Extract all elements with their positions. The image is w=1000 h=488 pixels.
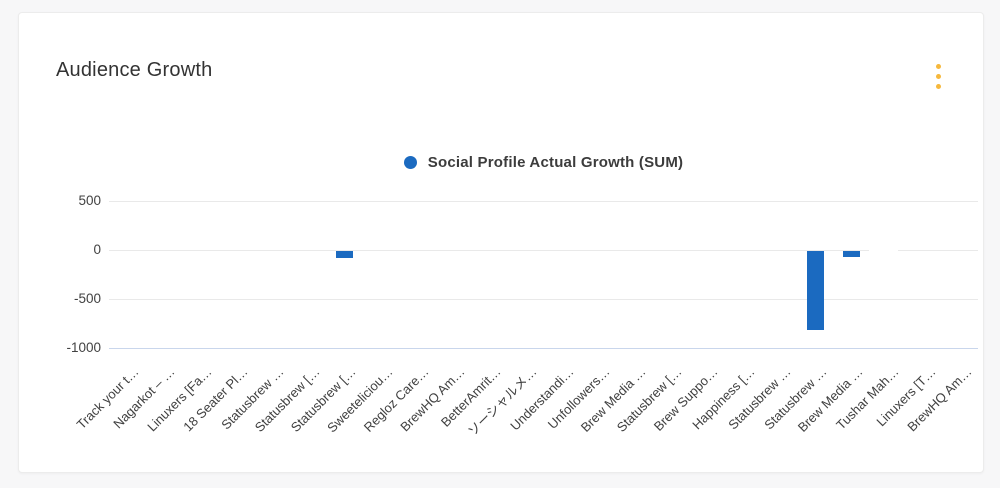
audience-growth-card: Audience Growth Social Profile Actual Gr…: [18, 12, 984, 473]
y-axis-tick-label: 0: [93, 242, 101, 257]
kebab-menu-icon[interactable]: [926, 59, 951, 94]
gridline: [109, 201, 978, 202]
kebab-dot: [936, 74, 941, 79]
gridline: [109, 250, 978, 251]
hover-highlight-band: [869, 237, 899, 263]
legend-marker-icon: [403, 156, 417, 169]
bar-chart-plot: 500 0 -500 -1000 Track your t… Nagarkot – … Li…: [19, 13, 983, 472]
legend-label: Social Profile Actual Growth (SUM): [427, 154, 684, 171]
bar[interactable]: [335, 251, 353, 258]
y-axis-tick-label: 500: [78, 193, 101, 208]
x-axis-line: [109, 348, 978, 349]
kebab-dot: [936, 84, 941, 89]
kebab-dot: [936, 64, 941, 69]
card-title: Audience Growth: [56, 59, 213, 81]
y-axis-tick-label: -1000: [66, 340, 101, 355]
gridline: [109, 299, 978, 300]
legend-item[interactable]: Social Profile Actual Growth (SUM): [109, 154, 978, 171]
bar[interactable]: [842, 251, 860, 257]
y-axis-tick-label: -500: [73, 291, 101, 306]
bar[interactable]: [806, 251, 824, 331]
